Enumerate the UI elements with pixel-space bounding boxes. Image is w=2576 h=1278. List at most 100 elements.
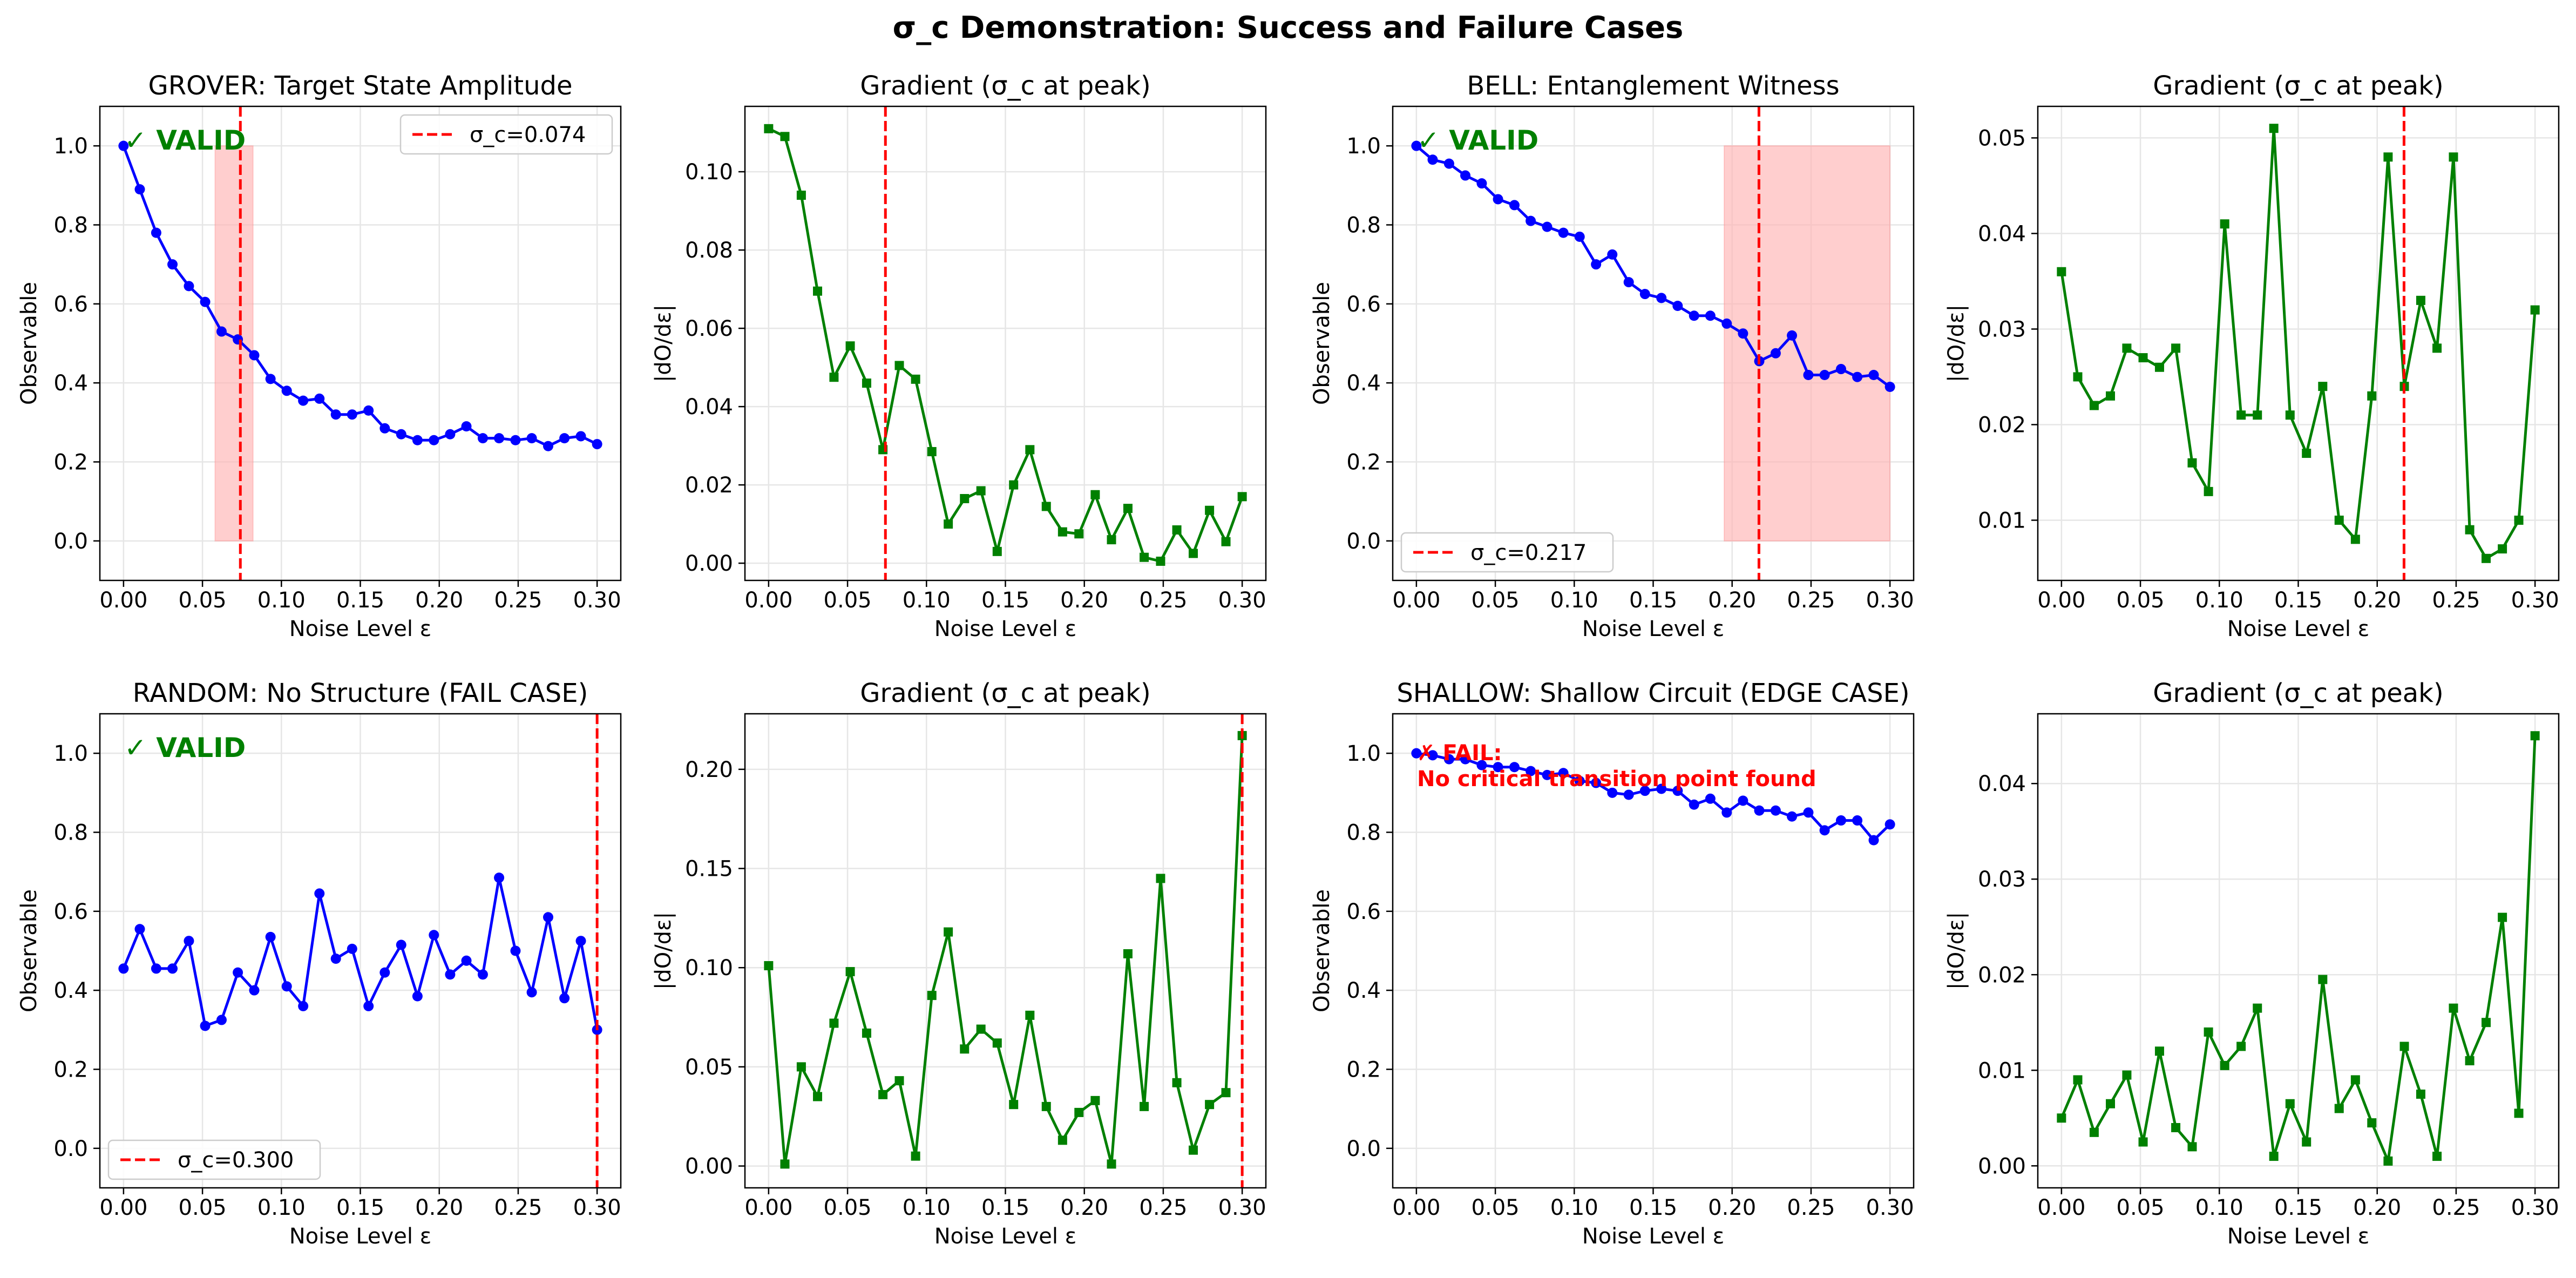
- legend-frame: [1400, 532, 1614, 573]
- x-tick-label: 0.00: [744, 1195, 792, 1220]
- data-point: [2481, 553, 2491, 563]
- x-tick-label: 0.00: [2037, 588, 2085, 613]
- data-point: [1656, 293, 1667, 303]
- data-point: [1221, 537, 1231, 546]
- y-axis-label: |dO/dε|: [1944, 305, 1969, 382]
- data-point: [813, 1092, 823, 1101]
- y-tick-label: 0.0: [1346, 529, 1381, 554]
- legend-label: σ_c=0.300: [178, 1148, 294, 1173]
- data-point: [461, 421, 472, 432]
- data-point: [233, 967, 243, 978]
- y-axis-label: Observable: [17, 889, 42, 1012]
- data-point: [2269, 1152, 2279, 1161]
- data-point: [1205, 505, 1215, 515]
- data-point: [200, 296, 211, 307]
- y-tick-label: 0.02: [685, 473, 733, 498]
- data-point: [314, 393, 325, 404]
- shaded-region: [214, 145, 254, 542]
- data-point: [494, 873, 505, 883]
- data-point: [927, 447, 937, 456]
- data-point: [134, 924, 145, 935]
- data-point: [396, 939, 406, 950]
- y-tick-label: 1.0: [53, 741, 88, 766]
- data-point: [2253, 410, 2262, 420]
- y-tick-label: 0.8: [53, 213, 88, 238]
- data-point: [1057, 1135, 1067, 1145]
- data-point: [281, 981, 292, 992]
- data-point: [1721, 318, 1732, 329]
- chart-title: Gradient (σ_c at peak): [2153, 678, 2443, 708]
- data-point: [1476, 178, 1487, 189]
- data-point: [592, 439, 602, 450]
- data-point: [1884, 381, 1895, 392]
- data-point: [2057, 267, 2066, 276]
- data-point: [1057, 527, 1067, 537]
- x-tick-label: 0.20: [1708, 588, 1756, 613]
- data-point: [845, 341, 855, 351]
- x-axis-label: Noise Level ε: [2227, 617, 2370, 641]
- data-point: [878, 1090, 888, 1099]
- data-point: [1787, 330, 1798, 341]
- data-point: [379, 967, 390, 978]
- data-point: [216, 326, 227, 337]
- data-point: [363, 405, 374, 416]
- y-tick-label: 0.2: [1346, 1058, 1381, 1083]
- plot-area: [764, 106, 1247, 580]
- x-tick-label: 0.10: [257, 1195, 306, 1220]
- x-tick-label: 0.05: [824, 588, 872, 613]
- data-point: [1140, 552, 1149, 562]
- y-axis-label: |dO/dε|: [651, 912, 676, 990]
- x-tick-label: 0.20: [2353, 588, 2401, 613]
- data-point: [796, 1062, 806, 1072]
- data-point: [764, 961, 774, 971]
- x-axis-label: Noise Level ε: [289, 1224, 432, 1249]
- chart-panel-bell-gradient: 0.00 0.05 0.10 0.15 0.20 0.25 0.30 0.01 0.02 0.03…: [1944, 71, 2560, 641]
- data-point: [780, 132, 790, 141]
- data-point: [2073, 1075, 2083, 1085]
- data-point: [167, 963, 178, 974]
- data-point: [2138, 353, 2148, 363]
- data-point: [1107, 535, 1116, 545]
- status-valid-label: ✓ VALID: [124, 732, 246, 763]
- chart-title: Gradient (σ_c at peak): [860, 71, 1150, 101]
- y-tick-label: 0.0: [1346, 1137, 1381, 1161]
- data-point: [764, 124, 774, 133]
- data-point: [1411, 748, 1422, 759]
- data-point: [1623, 277, 1634, 288]
- x-tick-label: 0.30: [1866, 588, 1914, 613]
- data-point: [1835, 815, 1846, 826]
- data-point: [780, 1159, 790, 1169]
- x-tick-label: 0.15: [336, 588, 384, 613]
- data-point: [1787, 811, 1798, 822]
- data-point: [1443, 158, 1454, 169]
- x-tick-label: 0.20: [1708, 1195, 1756, 1220]
- data-point: [330, 954, 341, 964]
- data-point: [796, 191, 806, 200]
- data-point: [1738, 795, 1748, 806]
- data-point: [2367, 391, 2377, 401]
- y-tick-label: 0.03: [1978, 867, 2026, 892]
- data-point: [1526, 766, 1536, 776]
- x-tick-label: 0.25: [2432, 588, 2480, 613]
- data-point: [2383, 1156, 2393, 1166]
- x-tick-label: 0.00: [744, 588, 792, 613]
- data-point: [1639, 786, 1650, 796]
- y-tick-label: 0.10: [685, 160, 733, 185]
- data-point: [2498, 912, 2507, 922]
- data-point: [1493, 762, 1503, 773]
- data-point: [445, 429, 456, 439]
- y-tick-label: 0.00: [685, 551, 733, 576]
- y-axis-label: Observable: [1310, 889, 1334, 1012]
- shaded-region: [1724, 145, 1891, 542]
- y-tick-label: 0.02: [1978, 963, 2026, 988]
- legend: σ_c=0.074: [399, 114, 613, 155]
- x-tick-label: 0.15: [1629, 1195, 1677, 1220]
- chart-panel-random-observable: 0.00 0.05 0.10 0.15 0.20 0.25 0.30 0.0 0.2 0.4 0.6…: [17, 678, 622, 1249]
- x-tick-label: 0.15: [1629, 588, 1677, 613]
- data-point: [184, 936, 194, 946]
- data-point: [2154, 1046, 2164, 1056]
- y-tick-label: 0.03: [1978, 317, 2026, 342]
- y-tick-label: 0.00: [685, 1154, 733, 1179]
- data-point: [510, 945, 521, 956]
- data-point: [976, 1024, 986, 1034]
